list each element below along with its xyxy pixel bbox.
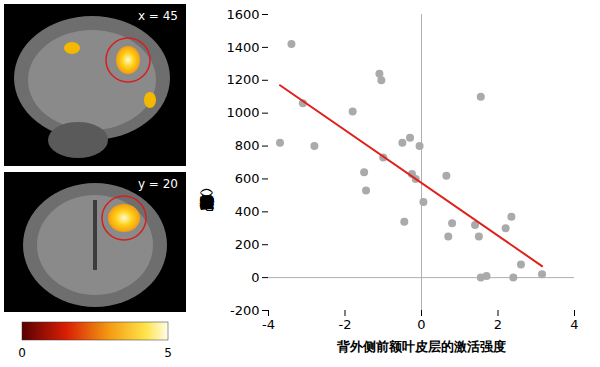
svg-text:200: 200 bbox=[235, 237, 260, 252]
svg-text:背外侧前额叶皮层的激活强度: 背外侧前额叶皮层的激活强度 bbox=[336, 339, 506, 354]
svg-text:1000: 1000 bbox=[226, 105, 259, 120]
svg-text:800: 800 bbox=[235, 138, 260, 153]
svg-text:-200: -200 bbox=[230, 303, 260, 318]
svg-text:0: 0 bbox=[417, 317, 425, 332]
svg-text:1200: 1200 bbox=[226, 72, 259, 87]
svg-text:600: 600 bbox=[235, 171, 260, 186]
svg-text:400: 400 bbox=[235, 204, 260, 219]
svg-text:0: 0 bbox=[251, 270, 259, 285]
svg-text:1600: 1600 bbox=[226, 7, 259, 22]
html-text:攻击行为的持续时间（毫秒）: 攻击行为的持续时间（毫秒） bbox=[199, 183, 215, 184]
svg-text:y = 20: y = 20 bbox=[138, 177, 178, 191]
svg-text:-2: -2 bbox=[339, 317, 352, 332]
svg-text:4: 4 bbox=[570, 317, 578, 332]
svg-text:1400: 1400 bbox=[226, 40, 259, 55]
svg-text:x = 45: x = 45 bbox=[138, 9, 178, 23]
svg-text:2: 2 bbox=[494, 317, 502, 332]
svg-text:5: 5 bbox=[164, 346, 172, 360]
svg-text:-4: -4 bbox=[262, 317, 275, 332]
svg-text:0: 0 bbox=[18, 346, 26, 360]
